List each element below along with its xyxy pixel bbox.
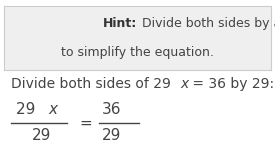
Text: 29: 29 bbox=[102, 129, 121, 144]
Text: x: x bbox=[180, 77, 188, 91]
Text: = 36 by 29:: = 36 by 29: bbox=[188, 77, 274, 91]
Text: 36: 36 bbox=[102, 102, 121, 117]
Text: =: = bbox=[80, 115, 92, 131]
Text: Hint:: Hint: bbox=[103, 17, 138, 30]
Text: 29: 29 bbox=[16, 102, 41, 117]
Text: 29: 29 bbox=[32, 129, 51, 144]
Text: x: x bbox=[48, 102, 57, 117]
FancyBboxPatch shape bbox=[0, 5, 275, 71]
Text: to simplify the equation.: to simplify the equation. bbox=[61, 46, 214, 59]
Text: Divide both sides by a constant: Divide both sides by a constant bbox=[138, 17, 275, 30]
Text: Divide both sides of 29: Divide both sides of 29 bbox=[11, 77, 175, 91]
